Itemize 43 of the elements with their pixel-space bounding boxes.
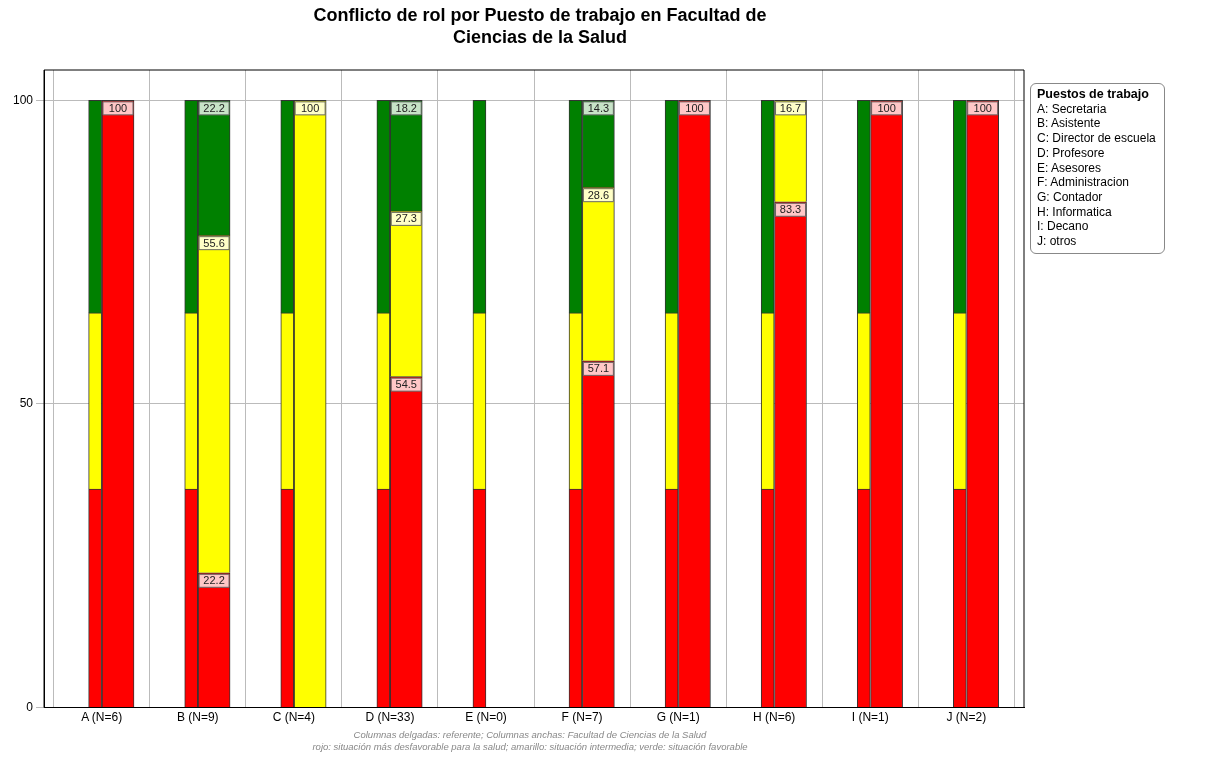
data-label: 100 [685, 101, 704, 114]
data-label: 22.2 [203, 574, 225, 587]
x-tick-label: D (N=33) [365, 710, 415, 725]
text: I: Decano [1037, 219, 1090, 235]
data-label: 100 [877, 101, 896, 114]
data-label: 27.3 [395, 212, 417, 225]
chart-title: Conflicto de rol por Puesto de trabajo en Facultad de Ciencias de la Salud [312, 4, 768, 48]
data-label: 22.2 [203, 101, 225, 114]
data-label: 54.5 [395, 378, 417, 391]
text: B: Asistente [1037, 116, 1102, 132]
x-tick-label: F (N=7) [561, 710, 603, 725]
text: rojo: situación más desfavorable para la salud; amarillo: situación intermedia; verde: situación favorable [311, 741, 749, 753]
text: G: Contador [1037, 189, 1104, 205]
text: F: Administracion [1037, 175, 1131, 190]
data-label: 100 [108, 101, 128, 114]
x-tick-label: I (N=1) [851, 710, 889, 725]
data-label: 100 [300, 101, 320, 114]
data-label: 83.3 [779, 203, 802, 216]
data-label: 14.3 [587, 101, 610, 114]
x-tick-label: E (N=0) [465, 710, 507, 725]
text: J: otros [1037, 234, 1078, 249]
data-label: 28.6 [587, 188, 610, 201]
data-label: 57.1 [587, 362, 610, 375]
y-tick-label: 50 [19, 396, 34, 411]
y-tick-label: 100 [12, 92, 34, 107]
y-tick-label: 0 [26, 699, 34, 714]
x-tick-label: B (N=9) [176, 710, 219, 725]
data-label: 55.6 [203, 236, 225, 249]
text: E: Asesores [1037, 160, 1103, 176]
x-tick-label: H (N=6) [753, 710, 796, 725]
legend-title: Puestos de trabajo [1037, 87, 1150, 102]
text: C: Director de escuela [1037, 131, 1156, 146]
data-label: 16.7 [779, 101, 802, 114]
x-tick-label: A (N=6) [81, 710, 123, 725]
x-tick-label: C (N=4) [272, 710, 315, 725]
data-label: 100 [973, 101, 992, 114]
text: A: Secretaria [1037, 101, 1108, 117]
x-tick-label: G (N=1) [656, 710, 700, 725]
text: Columnas delgadas: referente; Columnas anchas: Facultad de Ciencias de la Salud [352, 729, 708, 741]
text: D: Profesore [1037, 145, 1106, 161]
text: H: Informatica [1037, 204, 1113, 220]
x-tick-label: J (N=2) [946, 710, 987, 725]
data-label: 18.2 [395, 101, 417, 114]
